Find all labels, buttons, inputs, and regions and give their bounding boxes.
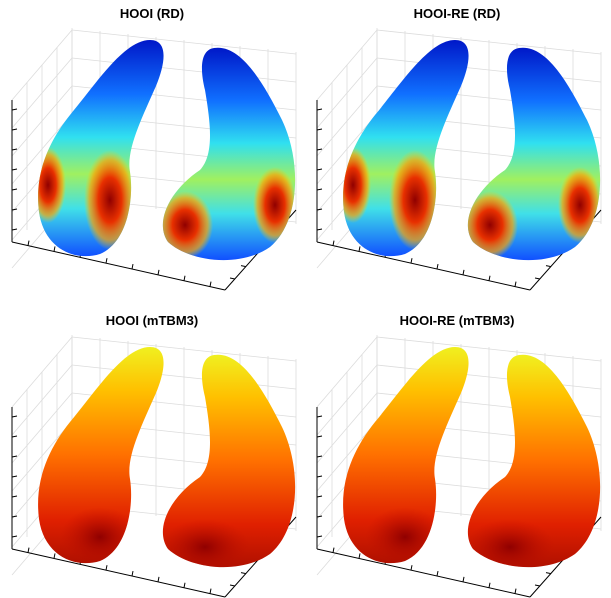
tick-mark xyxy=(241,573,246,574)
panel-title: HOOI-RE (mTBM3) xyxy=(400,313,515,328)
tick-mark xyxy=(12,476,17,477)
tick-mark xyxy=(489,276,490,281)
tick-mark xyxy=(28,241,29,246)
hot-spot xyxy=(160,519,250,575)
figure: HOOI (RD) HOOI-RE (RD) HOOI (mTBM3) HOOI-RE… xyxy=(0,0,611,598)
panel-title: HOOI (RD) xyxy=(120,6,184,21)
tick-mark xyxy=(12,516,17,517)
hot-spot xyxy=(253,167,297,243)
tick-mark xyxy=(230,585,235,586)
tick-mark xyxy=(12,189,17,190)
tick-mark xyxy=(437,571,438,576)
tick-mark xyxy=(12,149,17,150)
panel: HOOI-RE (RD) xyxy=(317,6,602,290)
tick-mark xyxy=(317,516,322,517)
tick-mark xyxy=(184,583,185,588)
tick-mark xyxy=(546,573,551,574)
tick-mark xyxy=(12,129,17,130)
tick-mark xyxy=(12,536,17,537)
tick-mark xyxy=(317,496,322,497)
tick-mark xyxy=(12,229,17,230)
hot-spot xyxy=(365,507,445,567)
tick-mark xyxy=(317,149,322,150)
tick-mark xyxy=(463,270,464,275)
panel: HOOI (RD) xyxy=(12,6,297,290)
hot-spot xyxy=(558,167,602,243)
hot-spot xyxy=(462,191,518,259)
tick-mark xyxy=(12,169,17,170)
tick-mark xyxy=(463,577,464,582)
hot-spot xyxy=(84,150,136,250)
hot-spot xyxy=(157,191,213,259)
tick-mark xyxy=(317,476,322,477)
tick-mark xyxy=(411,258,412,263)
tick-mark xyxy=(106,565,107,570)
tick-mark xyxy=(12,209,17,210)
tick-mark xyxy=(210,589,211,594)
hot-spot xyxy=(60,507,140,567)
panel: HOOI-RE (mTBM3) xyxy=(317,313,601,597)
tick-mark xyxy=(28,548,29,553)
tick-mark xyxy=(54,246,55,251)
hot-spot xyxy=(465,519,555,575)
tick-mark xyxy=(317,109,322,110)
tick-mark xyxy=(515,282,516,287)
tick-mark xyxy=(210,282,211,287)
hot-spot xyxy=(389,150,441,250)
tick-mark xyxy=(12,416,17,417)
tick-mark xyxy=(54,553,55,558)
tick-mark xyxy=(411,565,412,570)
tick-mark xyxy=(317,416,322,417)
tick-mark xyxy=(132,571,133,576)
tick-mark xyxy=(317,456,322,457)
tick-mark xyxy=(317,129,322,130)
panel-title: HOOI-RE (RD) xyxy=(414,6,501,21)
tick-mark xyxy=(535,585,540,586)
tick-mark xyxy=(158,270,159,275)
tick-mark xyxy=(317,189,322,190)
tick-mark xyxy=(333,548,334,553)
tick-mark xyxy=(184,276,185,281)
tick-mark xyxy=(317,436,322,437)
tick-mark xyxy=(317,229,322,230)
tick-mark xyxy=(12,456,17,457)
tick-mark xyxy=(489,583,490,588)
tick-mark xyxy=(317,169,322,170)
tick-mark xyxy=(359,246,360,251)
tick-mark xyxy=(333,241,334,246)
tick-mark xyxy=(317,209,322,210)
tick-mark xyxy=(359,553,360,558)
tick-mark xyxy=(106,258,107,263)
panel: HOOI (mTBM3) xyxy=(12,313,296,597)
tick-mark xyxy=(317,536,322,537)
tick-mark xyxy=(515,589,516,594)
tick-mark xyxy=(546,266,551,267)
tick-mark xyxy=(12,496,17,497)
tick-mark xyxy=(158,577,159,582)
panel-title: HOOI (mTBM3) xyxy=(106,313,198,328)
tick-mark xyxy=(12,436,17,437)
tick-mark xyxy=(230,278,235,279)
tick-mark xyxy=(535,278,540,279)
tick-mark xyxy=(241,266,246,267)
tick-mark xyxy=(437,264,438,269)
tick-mark xyxy=(12,109,17,110)
tick-mark xyxy=(132,264,133,269)
